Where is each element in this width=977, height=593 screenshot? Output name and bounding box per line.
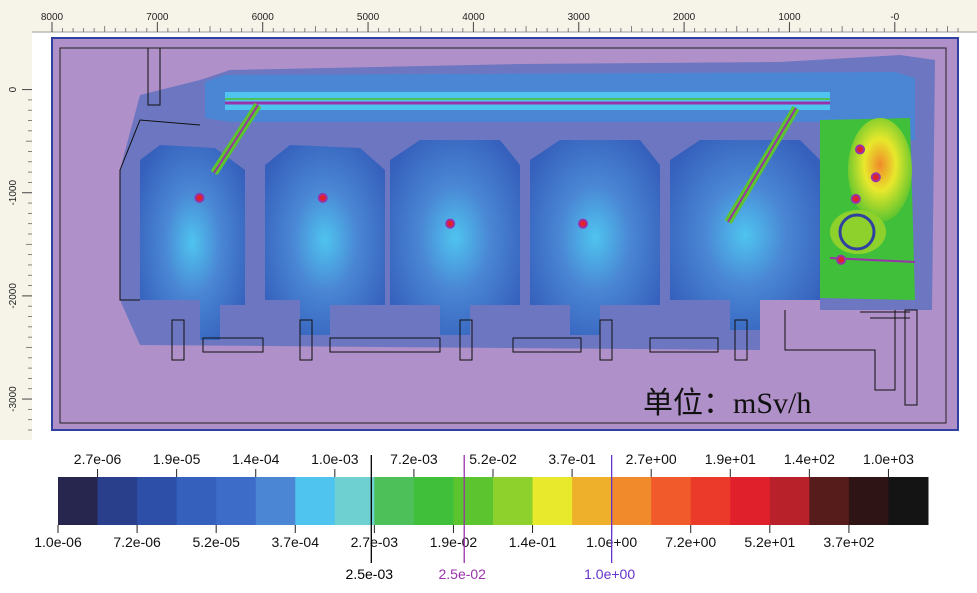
colorbar-top-label: 7.2e-03 <box>390 451 438 467</box>
x-tick-label: 2000 <box>673 12 696 23</box>
y-tick-label: -3000 <box>8 386 19 412</box>
room-5 <box>670 140 820 330</box>
colorbar-bottom-label: 5.2e-05 <box>192 534 240 550</box>
room-2 <box>265 145 385 335</box>
unit-label: 单位：mSv/h <box>643 387 812 420</box>
dose-rate-map: 8000 7000 6000 5000 4000 3000 2000 1000 -0 0 -100… <box>0 0 977 440</box>
beam-pipe-1-core <box>213 104 259 174</box>
colorbar-bin <box>413 477 454 525</box>
colorbar-bottom-label: 1.0e-06 <box>34 534 82 550</box>
colorbar-bin <box>295 477 336 525</box>
colorbar-bin <box>216 477 257 525</box>
x-tick-label: 6000 <box>252 12 275 23</box>
top-ruler[interactable] <box>0 0 977 32</box>
x-tick-label: 4000 <box>462 12 485 23</box>
contour-label: 2.5e-03 <box>346 566 394 582</box>
source-point <box>577 218 588 229</box>
colorbar-bottom-label: 1.9e-02 <box>430 534 478 550</box>
wall-outlines <box>119 48 918 406</box>
colorbar-bottom-label: 2.7e-03 <box>351 534 399 550</box>
source-point <box>855 144 866 155</box>
colorbar-bottom-label: 7.2e+00 <box>665 534 716 550</box>
source-point <box>850 193 861 204</box>
y-tick-label: -1000 <box>8 180 19 206</box>
colorbar-bin <box>97 477 138 525</box>
hot-zone-lower <box>830 210 886 254</box>
colorbar-bottom-label: 3.7e-04 <box>272 534 320 550</box>
x-tick-label: -0 <box>890 12 899 23</box>
x-tick-label: 8000 <box>41 12 64 23</box>
colorbar-bin <box>176 477 217 525</box>
colorbar-top-label: 2.7e+00 <box>626 451 677 467</box>
colorbar-top-label: 1.4e+02 <box>784 451 835 467</box>
colorbar-bottom-label: 7.2e-06 <box>113 534 161 550</box>
colorbar-bin <box>255 477 296 525</box>
source-markers <box>194 144 881 265</box>
room-3 <box>390 140 520 335</box>
y-axis-ticks: 0 -1000 -2000 -3000 <box>8 86 32 431</box>
room-1 <box>140 145 245 340</box>
colorbar-bin <box>532 477 573 525</box>
colorbar-top-label: 1.9e-05 <box>153 451 201 467</box>
colorbar-bin <box>137 477 178 525</box>
contour-label: 1.0e+00 <box>584 566 635 582</box>
colorbar-top-label: 1.0e+03 <box>863 451 914 467</box>
colorbar-top-labels: 2.7e-06 1.9e-05 1.4e-04 1.0e-03 7.2e-03 5.2e-… <box>74 451 914 477</box>
source-point <box>317 192 328 203</box>
colorbar-top-label: 2.7e-06 <box>74 451 122 467</box>
colorbar-bin <box>730 477 771 525</box>
x-tick-label: 1000 <box>778 12 801 23</box>
x-tick-label: 5000 <box>357 12 380 23</box>
inner-wall-outline <box>59 47 947 424</box>
colorbar-legend: 2.7e-06 1.9e-05 1.4e-04 1.0e-03 7.2e-03 5.2e-… <box>34 451 929 582</box>
colorbar-bin <box>58 477 99 525</box>
colorbar-top-label: 3.7e-01 <box>548 451 596 467</box>
colorbar-bins <box>58 477 929 525</box>
x-tick-label: 3000 <box>568 12 591 23</box>
colorbar-bin <box>572 477 613 525</box>
colorbar-bottom-label: 5.2e+01 <box>744 534 795 550</box>
colorbar-bin <box>848 477 889 525</box>
colorbar-bin <box>888 477 929 525</box>
colorbar-bin <box>493 477 534 525</box>
corridor-core <box>225 92 830 110</box>
x-tick-label: 7000 <box>146 12 169 23</box>
colorbar-bin <box>334 477 375 525</box>
colorbar-bin <box>453 477 494 525</box>
contour-label: 2.5e-02 <box>438 566 486 582</box>
source-point <box>194 192 205 203</box>
colorbar-top-label: 1.4e-04 <box>232 451 280 467</box>
colorbar-top-label: 1.0e-03 <box>311 451 359 467</box>
contour-ring <box>838 213 876 251</box>
colorbar-bottom-label: 1.4e-01 <box>509 534 557 550</box>
colorbar-bin <box>611 477 652 525</box>
colorbar-bin <box>374 477 415 525</box>
colorbar-bin <box>769 477 810 525</box>
left-ruler[interactable] <box>0 0 32 440</box>
y-tick-label: -2000 <box>8 283 19 309</box>
beam-pipe-2-core <box>727 107 797 223</box>
hot-zone-core <box>848 118 912 222</box>
colorbar-bottom-labels: 1.0e-06 7.2e-06 5.2e-05 3.7e-04 2.7e-03 1.9e-… <box>34 525 875 550</box>
colorbar-bin <box>651 477 692 525</box>
source-point <box>870 172 881 183</box>
colorbar-bin <box>809 477 850 525</box>
colorbar-top-label: 1.9e+01 <box>705 451 756 467</box>
room-4 <box>530 140 660 335</box>
y-tick-label: 0 <box>8 86 19 92</box>
colorbar-top-label: 5.2e-02 <box>469 451 517 467</box>
source-point <box>445 218 456 229</box>
colorbar-bin <box>690 477 731 525</box>
contour-markers: 2.5e-03 2.5e-02 1.0e+00 <box>346 455 635 582</box>
colorbar-bottom-label: 3.7e+02 <box>823 534 874 550</box>
x-axis-ticks: 8000 7000 6000 5000 4000 3000 2000 1000 -0 <box>41 12 959 32</box>
source-point <box>836 254 847 265</box>
